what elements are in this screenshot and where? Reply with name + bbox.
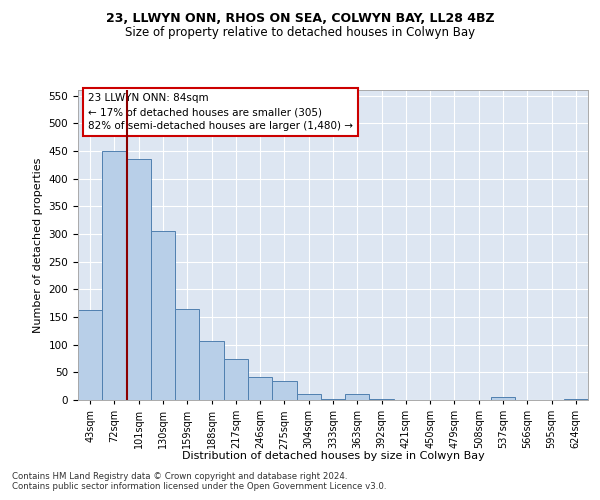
Text: Contains HM Land Registry data © Crown copyright and database right 2024.: Contains HM Land Registry data © Crown c… xyxy=(12,472,347,481)
Bar xyxy=(102,151,127,400)
Bar xyxy=(345,394,370,400)
Bar xyxy=(296,394,321,400)
Bar xyxy=(175,308,199,400)
Bar xyxy=(78,310,102,400)
Bar xyxy=(224,359,248,400)
Text: Size of property relative to detached houses in Colwyn Bay: Size of property relative to detached ho… xyxy=(125,26,475,39)
Bar xyxy=(248,377,272,400)
Text: 23, LLWYN ONN, RHOS ON SEA, COLWYN BAY, LL28 4BZ: 23, LLWYN ONN, RHOS ON SEA, COLWYN BAY, … xyxy=(106,12,494,26)
Bar xyxy=(127,159,151,400)
Bar xyxy=(272,380,296,400)
X-axis label: Distribution of detached houses by size in Colwyn Bay: Distribution of detached houses by size … xyxy=(182,452,484,462)
Bar xyxy=(199,341,224,400)
Bar xyxy=(491,397,515,400)
Text: Contains public sector information licensed under the Open Government Licence v3: Contains public sector information licen… xyxy=(12,482,386,491)
Bar xyxy=(151,231,175,400)
Bar xyxy=(564,399,588,400)
Text: 23 LLWYN ONN: 84sqm
← 17% of detached houses are smaller (305)
82% of semi-detac: 23 LLWYN ONN: 84sqm ← 17% of detached ho… xyxy=(88,93,353,131)
Y-axis label: Number of detached properties: Number of detached properties xyxy=(33,158,43,332)
